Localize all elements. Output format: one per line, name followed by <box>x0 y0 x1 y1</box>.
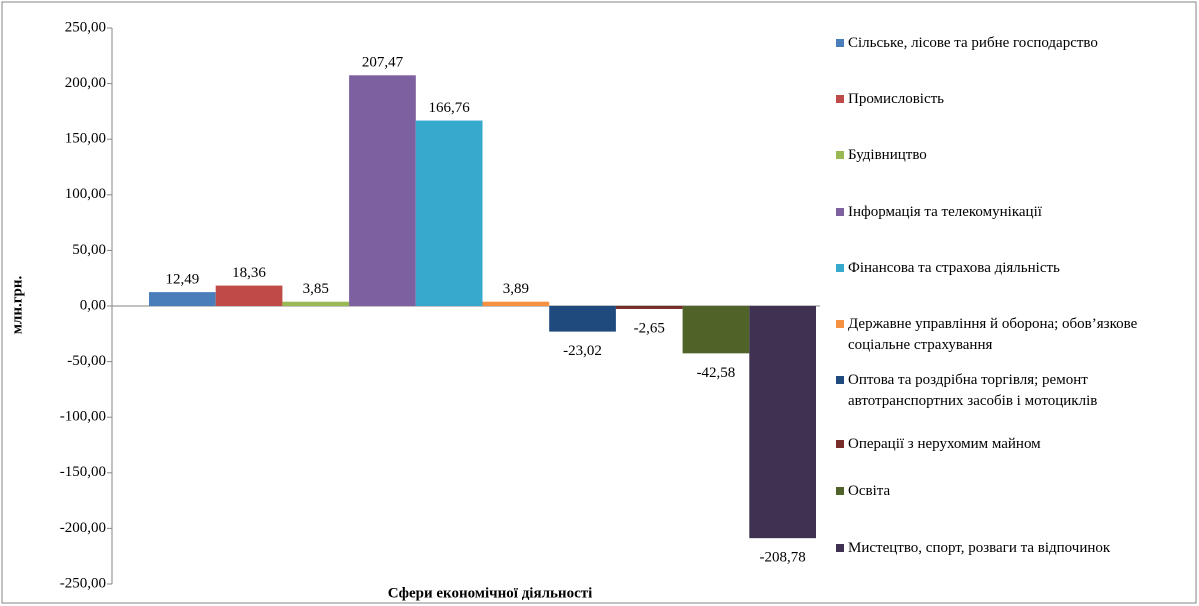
data-label: 18,36 <box>232 265 266 281</box>
legend-item: Оптова та роздрібна торгівля; ремонт авт… <box>836 370 1176 412</box>
legend-item: Державне управління й оборона; обов’язко… <box>836 314 1176 356</box>
y-tick-label: -250,00 <box>60 575 106 591</box>
x-axis-label: Сфери економічної діяльності <box>388 585 593 601</box>
y-tick-label: 250,00 <box>65 19 106 35</box>
legend-label: Промисловість <box>848 91 945 107</box>
bar <box>615 306 683 309</box>
data-label: 12,49 <box>165 272 199 288</box>
legend-item: Операції з нерухомим майном <box>836 434 1176 455</box>
y-tick-label: 50,00 <box>72 242 106 258</box>
legend-swatch <box>836 264 844 272</box>
y-tick-label: 200,00 <box>65 75 106 91</box>
legend-label: Операції з нерухомим майном <box>848 436 1041 452</box>
legend-swatch <box>836 376 844 384</box>
legend-label: Фінансова та страхова діяльність <box>848 260 1060 276</box>
bar <box>482 301 550 306</box>
legend-swatch <box>836 39 844 47</box>
legend-item: Сільське, лісове та рибне господарство <box>836 33 1176 54</box>
legend-label: Будівництво <box>848 147 927 163</box>
legend-label: Освіта <box>848 483 891 499</box>
legend-swatch <box>836 544 844 552</box>
legend-item: Будівництво <box>836 145 1176 166</box>
legend-label: Сільське, лісове та рибне господарство <box>848 35 1098 51</box>
legend-item: Промисловість <box>836 89 1176 110</box>
legend-item: Фінансова та страхова діяльність <box>836 258 1176 279</box>
legend-item: Інформація та телекомунікації <box>836 202 1176 223</box>
legend-swatch <box>836 95 844 103</box>
legend-swatch <box>836 320 844 328</box>
bar <box>749 306 816 539</box>
data-label: 3,85 <box>303 281 329 297</box>
bar <box>415 120 483 306</box>
legend-label: Державне управління й оборона; обов’язко… <box>848 316 1138 353</box>
y-tick-label: -50,00 <box>67 353 106 369</box>
y-tick-label: -100,00 <box>60 409 106 425</box>
data-label: 207,47 <box>362 55 404 71</box>
legend-swatch <box>836 440 844 448</box>
data-label: -23,02 <box>563 343 602 359</box>
y-tick-label: -150,00 <box>60 464 106 480</box>
data-label: -2,65 <box>634 320 665 336</box>
bar <box>215 285 283 306</box>
data-label: -42,58 <box>697 365 736 381</box>
y-tick-label: 100,00 <box>65 186 106 202</box>
legend-label: Оптова та роздрібна торгівля; ремонт авт… <box>848 372 1098 409</box>
data-label: 3,89 <box>503 281 529 297</box>
bar <box>349 75 416 306</box>
y-tick-label: -200,00 <box>60 520 106 536</box>
data-label: -208,78 <box>760 550 806 566</box>
y-axis-label: млн.грн. <box>9 275 25 334</box>
legend-label: Інформація та телекомунікації <box>848 204 1042 220</box>
legend-swatch <box>836 487 844 495</box>
data-label: 166,76 <box>429 100 471 116</box>
y-tick-label: 0,00 <box>80 297 106 313</box>
y-tick-label: 150,00 <box>65 131 106 147</box>
legend-label: Мистецтво, спорт, розваги та відпочинок <box>848 540 1111 556</box>
legend-item: Мистецтво, спорт, розваги та відпочинок <box>836 538 1176 559</box>
bar <box>149 292 216 306</box>
legend-item: Освіта <box>836 481 1176 502</box>
bar <box>282 301 350 306</box>
bar <box>549 306 616 332</box>
legend-swatch <box>836 208 844 216</box>
bar <box>682 306 750 354</box>
legend-swatch <box>836 151 844 159</box>
